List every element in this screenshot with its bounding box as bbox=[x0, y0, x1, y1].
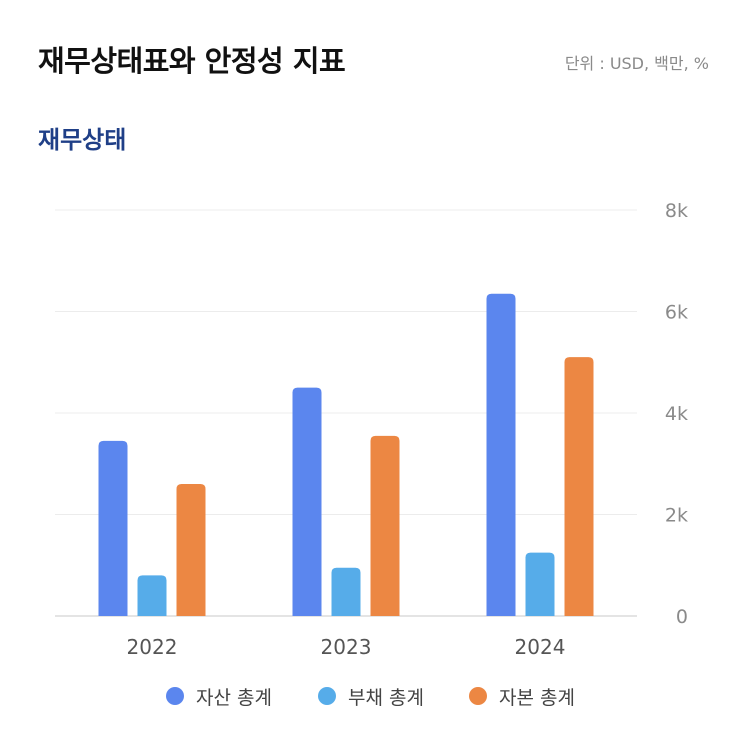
x-tick-label-2023: 2023 bbox=[321, 635, 372, 659]
y-tick-label-4: 8k bbox=[665, 200, 688, 222]
legend-item-liabilities[interactable]: 부채 총계 bbox=[318, 676, 424, 716]
x-tick-label-2022: 2022 bbox=[127, 635, 178, 659]
y-tick-label-2: 4k bbox=[665, 403, 688, 425]
chart-legend: 자산 총계 부채 총계 자본 총계 bbox=[0, 676, 743, 716]
y-tick-label-1: 2k bbox=[665, 505, 688, 527]
y-tick-label-3: 6k bbox=[665, 302, 688, 324]
bar-2022-series-0 bbox=[98, 440, 128, 616]
bar-2024-series-1 bbox=[525, 552, 555, 616]
legend-item-assets[interactable]: 자산 총계 bbox=[166, 676, 272, 716]
bar-2022-series-1 bbox=[137, 575, 167, 616]
legend-label-liabilities: 부채 총계 bbox=[348, 686, 424, 709]
legend-dot-equity bbox=[469, 687, 487, 705]
financial-position-bar-chart: 0 2k 4k 6k 8k 2022 2023 2024 bbox=[55, 200, 688, 659]
legend-label-assets: 자산 총계 bbox=[196, 686, 272, 709]
bars-layer bbox=[98, 293, 594, 616]
legend-dot-liabilities bbox=[318, 687, 336, 705]
unit-note: 단위 : USD, 백만, % bbox=[564, 54, 709, 73]
x-tick-label-2024: 2024 bbox=[515, 635, 566, 659]
legend-item-equity[interactable]: 자본 총계 bbox=[469, 676, 575, 716]
bar-2023-series-1 bbox=[331, 567, 361, 616]
section-title: 재무상태 bbox=[38, 126, 127, 154]
y-tick-label-0: 0 bbox=[676, 606, 688, 628]
bar-2023-series-0 bbox=[292, 387, 322, 616]
labels-layer: 0 2k 4k 6k 8k 2022 2023 2024 bbox=[127, 200, 688, 659]
bar-2024-series-2 bbox=[564, 357, 594, 616]
legend-label-equity: 자본 총계 bbox=[499, 686, 575, 709]
bar-2022-series-2 bbox=[176, 484, 206, 616]
header: 재무상태표와 안정성 지표 단위 : USD, 백만, % bbox=[38, 38, 709, 82]
legend-dot-assets bbox=[166, 687, 184, 705]
bar-2023-series-2 bbox=[370, 435, 400, 616]
page-title: 재무상태표와 안정성 지표 bbox=[38, 44, 346, 78]
bar-2024-series-0 bbox=[486, 293, 516, 616]
